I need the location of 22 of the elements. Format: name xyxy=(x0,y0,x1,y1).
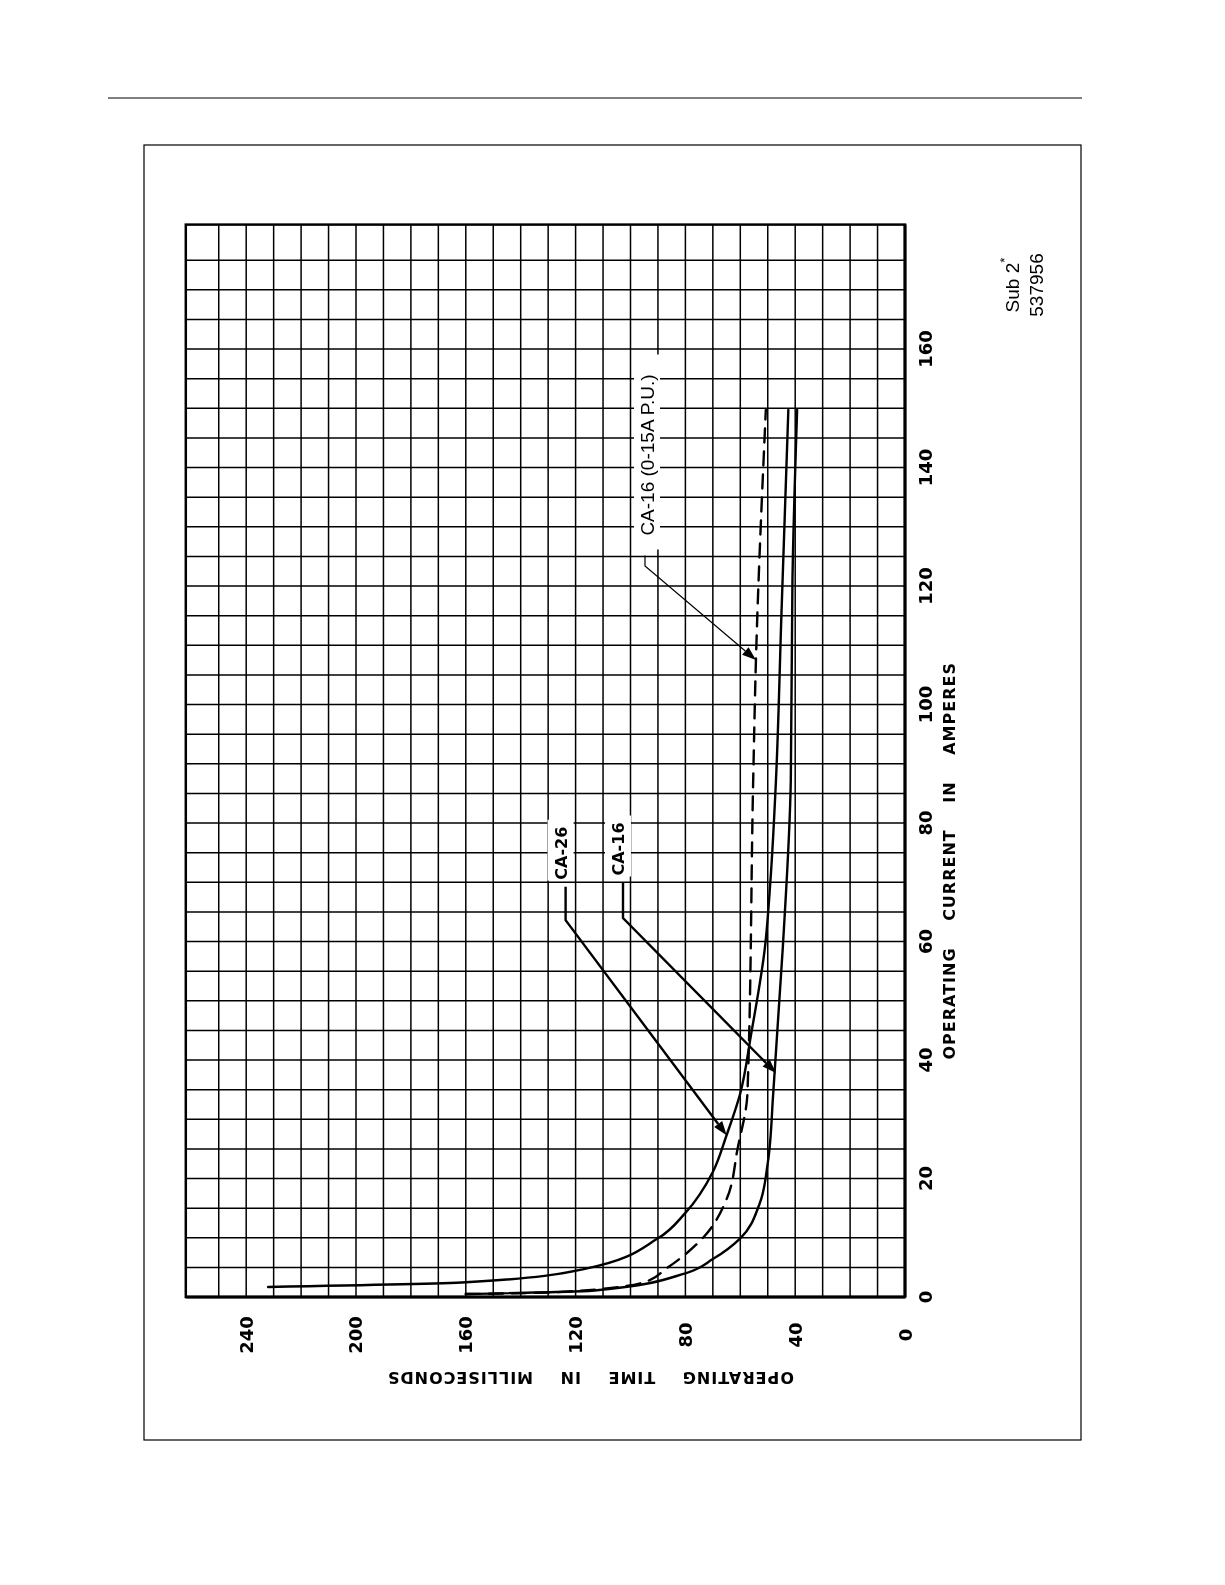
x-tick-label: 200 xyxy=(345,1316,367,1354)
x-axis-title: OPERATING TIME IN MILLISECONDS xyxy=(386,1367,794,1387)
y-tick-label: 80 xyxy=(914,810,936,836)
annotation: CA-16 xyxy=(608,822,628,876)
text: 537956 xyxy=(1025,253,1047,317)
y-tick-label: 60 xyxy=(914,928,936,955)
x-tick-label: 40 xyxy=(784,1322,806,1348)
y-tick-label: 0 xyxy=(914,1290,936,1304)
y-tick-label: 160 xyxy=(914,330,936,368)
x-tick-label: 240 xyxy=(235,1316,257,1354)
y-tick-label: 100 xyxy=(914,685,936,724)
annotation: CA-16 (0-15A P.U.) xyxy=(636,374,658,536)
x-tick-label: 160 xyxy=(455,1316,477,1354)
y-tick-label: 120 xyxy=(914,567,936,605)
x-tick-label: 0 xyxy=(894,1328,916,1342)
y-axis-title: OPERATING CURRENT IN AMPERES xyxy=(939,662,959,1060)
annotation: CA-26 xyxy=(551,826,571,880)
y-tick-label: 140 xyxy=(914,448,936,487)
y-tick-label: 20 xyxy=(914,1165,936,1192)
x-tick-label: 120 xyxy=(565,1316,587,1354)
y-tick-label: 40 xyxy=(914,1047,936,1073)
x-tick-label: 80 xyxy=(674,1322,696,1348)
